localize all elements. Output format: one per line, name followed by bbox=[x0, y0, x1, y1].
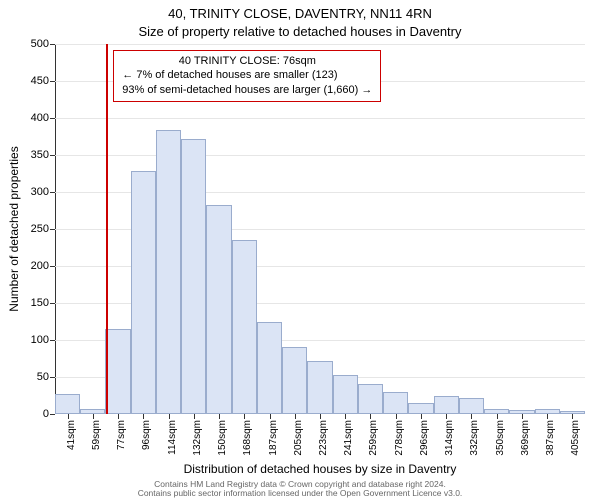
xtick-mark bbox=[118, 414, 119, 419]
xtick-label: 41sqm bbox=[66, 420, 77, 450]
ytick-label: 200 bbox=[31, 260, 49, 272]
ytick-mark bbox=[50, 118, 55, 119]
xtick-mark bbox=[143, 414, 144, 419]
histogram-bar bbox=[459, 398, 484, 414]
ytick-label: 400 bbox=[31, 112, 49, 124]
xtick-label: 350sqm bbox=[495, 420, 506, 456]
gridline bbox=[55, 44, 585, 45]
xtick-mark bbox=[244, 414, 245, 419]
xtick-label: 205sqm bbox=[293, 420, 304, 456]
histogram-bar bbox=[131, 171, 156, 414]
xtick-mark bbox=[370, 414, 371, 419]
xtick-label: 332sqm bbox=[469, 420, 480, 456]
ytick-mark bbox=[50, 414, 55, 415]
histogram-bar bbox=[105, 329, 130, 414]
xtick-label: 405sqm bbox=[570, 420, 581, 456]
x-axis-label: Distribution of detached houses by size … bbox=[55, 462, 585, 476]
ytick-mark bbox=[50, 81, 55, 82]
xtick-mark bbox=[522, 414, 523, 419]
y-axis-label: Number of detached properties bbox=[7, 146, 21, 311]
y-axis-label-container: Number of detached properties bbox=[6, 44, 22, 414]
ytick-mark bbox=[50, 229, 55, 230]
ytick-label: 300 bbox=[31, 186, 49, 198]
xtick-label: 96sqm bbox=[141, 420, 152, 450]
footer-line-2: Contains public sector information licen… bbox=[0, 489, 600, 498]
annotation-line: ← 7% of detached houses are smaller (123… bbox=[122, 68, 372, 83]
ytick-mark bbox=[50, 266, 55, 267]
xtick-label: 387sqm bbox=[545, 420, 556, 456]
ytick-label: 250 bbox=[31, 223, 49, 235]
histogram-bar bbox=[232, 240, 257, 414]
ytick-mark bbox=[50, 192, 55, 193]
xtick-label: 77sqm bbox=[116, 420, 127, 450]
xtick-label: 314sqm bbox=[444, 420, 455, 456]
ytick-mark bbox=[50, 44, 55, 45]
histogram-bar bbox=[156, 130, 181, 414]
ytick-mark bbox=[50, 155, 55, 156]
histogram-bar bbox=[434, 396, 459, 415]
ytick-mark bbox=[50, 303, 55, 304]
xtick-mark bbox=[68, 414, 69, 419]
histogram-bar bbox=[358, 384, 383, 414]
histogram-plot: 05010015020025030035040045050041sqm59sqm… bbox=[55, 44, 585, 414]
attribution-footer: Contains HM Land Registry data © Crown c… bbox=[0, 480, 600, 499]
xtick-mark bbox=[345, 414, 346, 419]
histogram-bar bbox=[282, 347, 307, 414]
xtick-label: 369sqm bbox=[520, 420, 531, 456]
ytick-label: 50 bbox=[37, 371, 49, 383]
xtick-mark bbox=[194, 414, 195, 419]
xtick-label: 150sqm bbox=[217, 420, 228, 456]
xtick-mark bbox=[320, 414, 321, 419]
xtick-label: 278sqm bbox=[394, 420, 405, 456]
histogram-bar bbox=[206, 205, 231, 414]
ytick-mark bbox=[50, 377, 55, 378]
xtick-mark bbox=[446, 414, 447, 419]
ytick-label: 450 bbox=[31, 75, 49, 87]
xtick-mark bbox=[270, 414, 271, 419]
histogram-bar bbox=[257, 322, 282, 415]
xtick-mark bbox=[547, 414, 548, 419]
xtick-mark bbox=[169, 414, 170, 419]
histogram-bar bbox=[307, 361, 332, 414]
gridline bbox=[55, 118, 585, 119]
ytick-mark bbox=[50, 340, 55, 341]
annotation-box: 40 TRINITY CLOSE: 76sqm← 7% of detached … bbox=[113, 50, 381, 103]
xtick-label: 223sqm bbox=[318, 420, 329, 456]
xtick-label: 259sqm bbox=[368, 420, 379, 456]
page-subtitle: Size of property relative to detached ho… bbox=[0, 24, 600, 39]
page-title-address: 40, TRINITY CLOSE, DAVENTRY, NN11 4RN bbox=[0, 6, 600, 21]
annotation-line: 93% of semi-detached houses are larger (… bbox=[122, 83, 372, 98]
xtick-label: 168sqm bbox=[242, 420, 253, 456]
ytick-label: 100 bbox=[31, 334, 49, 346]
xtick-label: 296sqm bbox=[419, 420, 430, 456]
xtick-label: 59sqm bbox=[91, 420, 102, 450]
histogram-bar bbox=[55, 394, 80, 414]
histogram-bar bbox=[383, 392, 408, 414]
histogram-bar bbox=[181, 139, 206, 414]
gridline bbox=[55, 155, 585, 156]
ytick-label: 500 bbox=[31, 38, 49, 50]
annotation-line: 40 TRINITY CLOSE: 76sqm bbox=[122, 54, 372, 69]
ytick-label: 150 bbox=[31, 297, 49, 309]
xtick-mark bbox=[471, 414, 472, 419]
xtick-mark bbox=[396, 414, 397, 419]
histogram-bar bbox=[408, 403, 433, 414]
xtick-label: 187sqm bbox=[268, 420, 279, 456]
xtick-mark bbox=[572, 414, 573, 419]
xtick-mark bbox=[295, 414, 296, 419]
xtick-mark bbox=[421, 414, 422, 419]
xtick-mark bbox=[497, 414, 498, 419]
xtick-label: 241sqm bbox=[343, 420, 354, 456]
ytick-label: 0 bbox=[43, 408, 49, 420]
xtick-label: 132sqm bbox=[192, 420, 203, 456]
property-marker-line bbox=[106, 44, 108, 414]
xtick-label: 114sqm bbox=[167, 420, 178, 455]
ytick-label: 350 bbox=[31, 149, 49, 161]
xtick-mark bbox=[93, 414, 94, 419]
histogram-bar bbox=[333, 375, 358, 414]
xtick-mark bbox=[219, 414, 220, 419]
